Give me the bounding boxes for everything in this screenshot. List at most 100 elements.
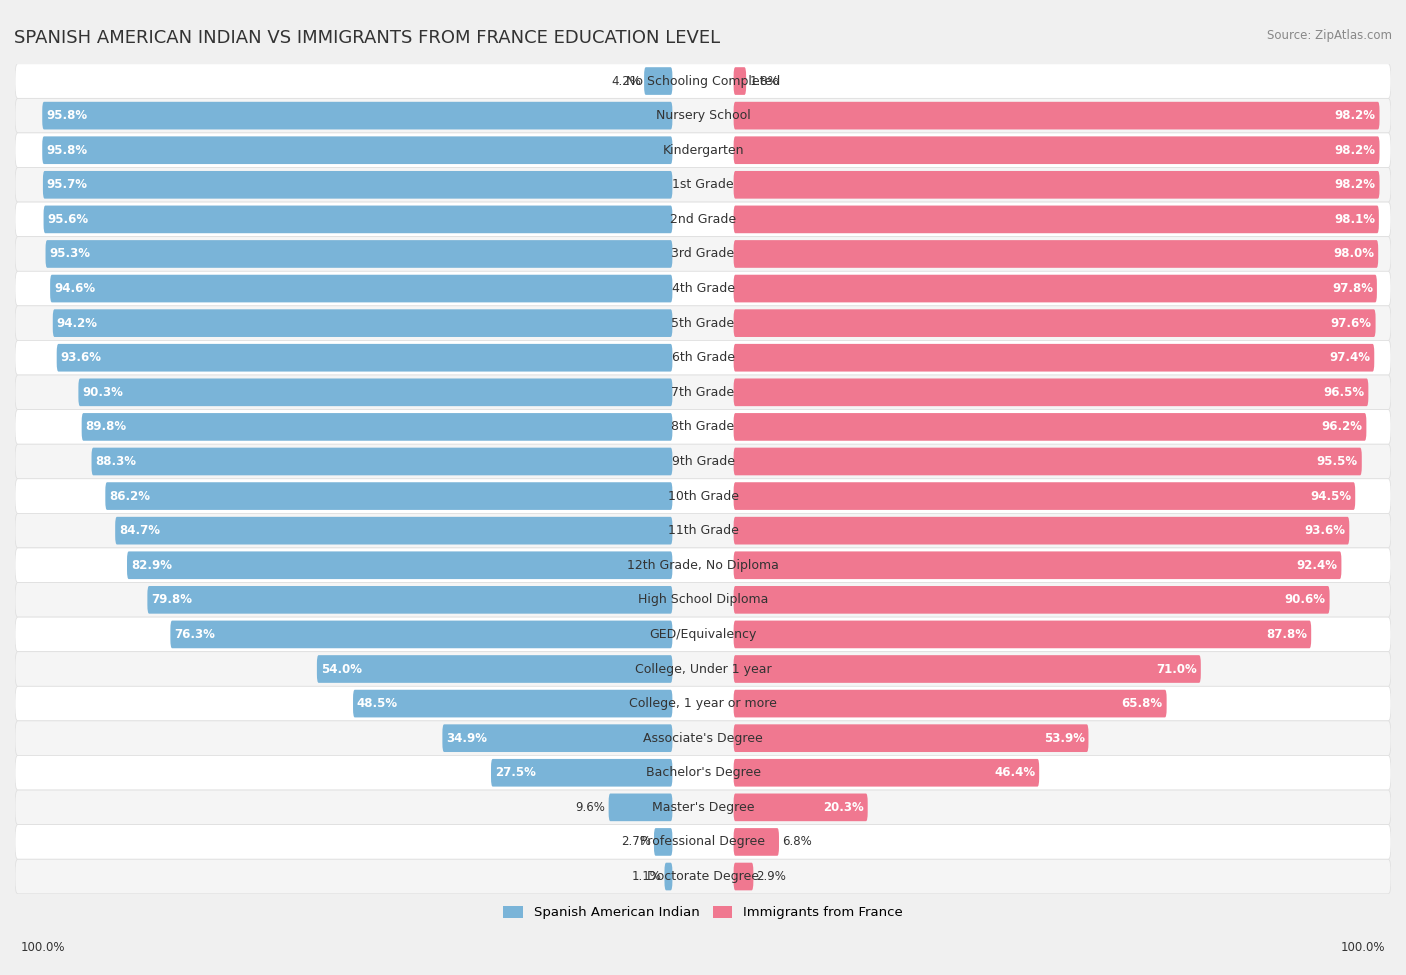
FancyBboxPatch shape bbox=[82, 413, 672, 441]
FancyBboxPatch shape bbox=[15, 790, 1391, 825]
FancyBboxPatch shape bbox=[15, 271, 1391, 306]
FancyBboxPatch shape bbox=[15, 133, 1391, 168]
FancyBboxPatch shape bbox=[316, 655, 672, 682]
Text: 46.4%: 46.4% bbox=[994, 766, 1035, 779]
FancyBboxPatch shape bbox=[15, 340, 1391, 375]
FancyBboxPatch shape bbox=[105, 483, 672, 510]
FancyBboxPatch shape bbox=[644, 67, 672, 95]
Text: Associate's Degree: Associate's Degree bbox=[643, 731, 763, 745]
FancyBboxPatch shape bbox=[15, 825, 1391, 859]
Text: 48.5%: 48.5% bbox=[357, 697, 398, 710]
Text: 97.6%: 97.6% bbox=[1331, 317, 1372, 330]
Text: Master's Degree: Master's Degree bbox=[652, 800, 754, 814]
Text: 96.2%: 96.2% bbox=[1322, 420, 1362, 434]
FancyBboxPatch shape bbox=[15, 237, 1391, 271]
FancyBboxPatch shape bbox=[79, 378, 672, 407]
Text: 98.0%: 98.0% bbox=[1333, 248, 1375, 260]
Text: 97.4%: 97.4% bbox=[1330, 351, 1371, 365]
FancyBboxPatch shape bbox=[734, 655, 1201, 682]
Text: 2.7%: 2.7% bbox=[621, 836, 651, 848]
FancyBboxPatch shape bbox=[15, 202, 1391, 237]
Text: GED/Equivalency: GED/Equivalency bbox=[650, 628, 756, 641]
Text: 3rd Grade: 3rd Grade bbox=[672, 248, 734, 260]
Text: No Schooling Completed: No Schooling Completed bbox=[626, 74, 780, 88]
FancyBboxPatch shape bbox=[56, 344, 672, 371]
Text: 96.5%: 96.5% bbox=[1323, 386, 1365, 399]
FancyBboxPatch shape bbox=[15, 514, 1391, 548]
Text: 87.8%: 87.8% bbox=[1267, 628, 1308, 641]
FancyBboxPatch shape bbox=[734, 863, 754, 890]
FancyBboxPatch shape bbox=[734, 206, 1379, 233]
Text: Doctorate Degree: Doctorate Degree bbox=[647, 870, 759, 883]
Text: 94.2%: 94.2% bbox=[56, 317, 97, 330]
Text: College, 1 year or more: College, 1 year or more bbox=[628, 697, 778, 710]
FancyBboxPatch shape bbox=[15, 756, 1391, 790]
FancyBboxPatch shape bbox=[734, 275, 1376, 302]
Text: 65.8%: 65.8% bbox=[1122, 697, 1163, 710]
FancyBboxPatch shape bbox=[15, 98, 1391, 133]
Text: 90.3%: 90.3% bbox=[82, 386, 124, 399]
FancyBboxPatch shape bbox=[44, 171, 672, 199]
FancyBboxPatch shape bbox=[491, 759, 672, 787]
Text: 95.7%: 95.7% bbox=[46, 178, 87, 191]
FancyBboxPatch shape bbox=[734, 620, 1312, 648]
Text: 98.2%: 98.2% bbox=[1334, 178, 1375, 191]
Text: 1.8%: 1.8% bbox=[749, 74, 779, 88]
FancyBboxPatch shape bbox=[115, 517, 672, 544]
FancyBboxPatch shape bbox=[734, 448, 1362, 476]
FancyBboxPatch shape bbox=[15, 859, 1391, 894]
FancyBboxPatch shape bbox=[734, 794, 868, 821]
FancyBboxPatch shape bbox=[15, 306, 1391, 340]
FancyBboxPatch shape bbox=[734, 517, 1350, 544]
Text: 92.4%: 92.4% bbox=[1296, 559, 1337, 571]
Text: 95.8%: 95.8% bbox=[46, 143, 87, 157]
Text: 93.6%: 93.6% bbox=[60, 351, 101, 365]
Text: Bachelor's Degree: Bachelor's Degree bbox=[645, 766, 761, 779]
Text: 10th Grade: 10th Grade bbox=[668, 489, 738, 502]
FancyBboxPatch shape bbox=[44, 206, 672, 233]
FancyBboxPatch shape bbox=[734, 344, 1374, 371]
Text: 100.0%: 100.0% bbox=[1340, 941, 1385, 954]
FancyBboxPatch shape bbox=[734, 67, 747, 95]
FancyBboxPatch shape bbox=[53, 309, 672, 337]
FancyBboxPatch shape bbox=[734, 240, 1378, 268]
FancyBboxPatch shape bbox=[45, 240, 672, 268]
Text: 98.2%: 98.2% bbox=[1334, 143, 1375, 157]
Text: 79.8%: 79.8% bbox=[152, 594, 193, 606]
FancyBboxPatch shape bbox=[15, 479, 1391, 514]
Text: 6.8%: 6.8% bbox=[782, 836, 811, 848]
Text: 98.1%: 98.1% bbox=[1334, 213, 1375, 226]
Text: 20.3%: 20.3% bbox=[823, 800, 863, 814]
FancyBboxPatch shape bbox=[353, 689, 672, 718]
Text: 9.6%: 9.6% bbox=[575, 800, 606, 814]
Text: Professional Degree: Professional Degree bbox=[641, 836, 765, 848]
Text: 88.3%: 88.3% bbox=[96, 455, 136, 468]
Text: 93.6%: 93.6% bbox=[1305, 525, 1346, 537]
FancyBboxPatch shape bbox=[15, 582, 1391, 617]
Text: 94.6%: 94.6% bbox=[53, 282, 96, 295]
Text: 7th Grade: 7th Grade bbox=[672, 386, 734, 399]
FancyBboxPatch shape bbox=[15, 375, 1391, 410]
Text: Kindergarten: Kindergarten bbox=[662, 143, 744, 157]
Text: 1st Grade: 1st Grade bbox=[672, 178, 734, 191]
FancyBboxPatch shape bbox=[15, 617, 1391, 651]
Text: 27.5%: 27.5% bbox=[495, 766, 536, 779]
Text: 98.2%: 98.2% bbox=[1334, 109, 1375, 122]
FancyBboxPatch shape bbox=[734, 586, 1330, 613]
FancyBboxPatch shape bbox=[609, 794, 672, 821]
Text: 54.0%: 54.0% bbox=[321, 662, 361, 676]
FancyBboxPatch shape bbox=[734, 724, 1088, 752]
Text: Nursery School: Nursery School bbox=[655, 109, 751, 122]
Text: 97.8%: 97.8% bbox=[1331, 282, 1374, 295]
Text: 71.0%: 71.0% bbox=[1156, 662, 1197, 676]
FancyBboxPatch shape bbox=[148, 586, 672, 613]
FancyBboxPatch shape bbox=[654, 828, 672, 856]
FancyBboxPatch shape bbox=[734, 136, 1379, 164]
Text: High School Diploma: High School Diploma bbox=[638, 594, 768, 606]
FancyBboxPatch shape bbox=[91, 448, 672, 476]
Text: 53.9%: 53.9% bbox=[1043, 731, 1084, 745]
FancyBboxPatch shape bbox=[15, 548, 1391, 582]
Text: 34.9%: 34.9% bbox=[446, 731, 486, 745]
Text: 95.3%: 95.3% bbox=[49, 248, 90, 260]
FancyBboxPatch shape bbox=[170, 620, 672, 648]
